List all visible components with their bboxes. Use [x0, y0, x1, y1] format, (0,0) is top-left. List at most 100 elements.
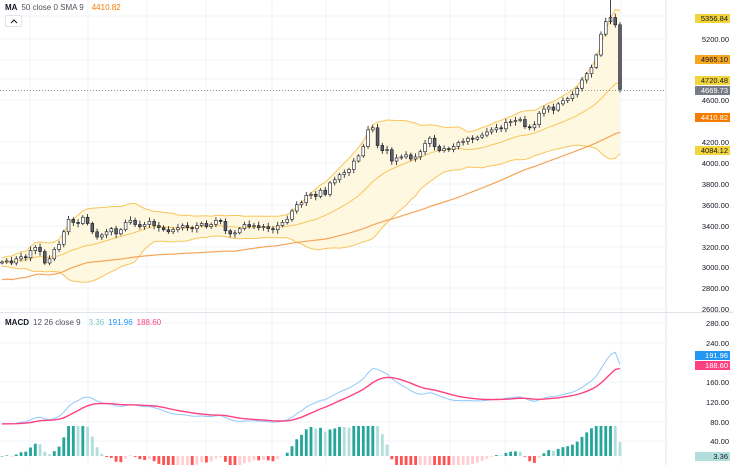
candle-body: [556, 103, 560, 111]
candle-body: [328, 182, 332, 195]
candle-body: [333, 179, 337, 184]
macd-histogram-bar: [347, 427, 351, 456]
macd-histogram-bar: [243, 456, 246, 464]
macd-histogram-bar: [547, 450, 551, 456]
candle-body: [565, 98, 570, 102]
candle-body: [19, 256, 23, 260]
macd-histogram-bar: [62, 437, 66, 456]
ma-legend[interactable]: MA 50 close 0 SMA 9 4410.82: [5, 3, 121, 12]
macd-histogram-bar: [38, 444, 42, 456]
candle-body: [537, 112, 541, 125]
macd-histogram-bar: [342, 427, 346, 456]
macd-histogram-bar: [138, 456, 142, 460]
candle-body: [161, 227, 166, 231]
candle-body: [399, 156, 404, 159]
candle-body: [261, 226, 266, 228]
candle-body: [589, 67, 594, 75]
macd-histogram-bar: [399, 456, 403, 465]
macd-histogram-bar: [71, 426, 75, 456]
bollinger-basis-line: [1, 81, 621, 263]
bollinger-band-fill: [2, 9, 620, 283]
axis-tick-label: 240.00: [706, 339, 729, 348]
candle-body: [466, 137, 470, 142]
candle-body: [604, 21, 608, 35]
macd-histogram-bar: [295, 439, 299, 456]
candle-body: [428, 137, 432, 144]
candle-body: [57, 243, 61, 250]
candle-body: [114, 228, 118, 235]
candle-body: [404, 154, 408, 158]
candle-body: [523, 119, 527, 128]
macd-legend-name: MACD: [5, 318, 29, 327]
macd-legend-params: 12 26 close 9: [33, 318, 81, 327]
macd-histogram-bar: [157, 456, 161, 464]
candle-body: [95, 231, 99, 238]
macd-histogram-bar: [100, 453, 104, 456]
macd-histogram-bar: [575, 441, 579, 456]
axis-price-tag: 3.36: [695, 452, 730, 461]
macd-histogram-bar: [119, 456, 123, 463]
candle-body: [185, 225, 190, 228]
macd-legend[interactable]: MACD 12 26 close 9 3.36 191.96 188.60: [5, 318, 161, 327]
macd-histogram-bar: [238, 456, 242, 465]
candle-body: [423, 143, 427, 153]
candle-body: [76, 222, 80, 224]
collapse-legend-button[interactable]: [5, 15, 22, 27]
axis-price-tag: 188.60: [695, 361, 730, 370]
macd-histogram-bar: [190, 456, 194, 465]
axis-tick-label: 3800.00: [701, 180, 729, 189]
macd-histogram-bar: [166, 456, 170, 465]
macd-histogram-bar: [518, 451, 522, 456]
axis-price-tag: 4084.12: [695, 146, 730, 155]
candle-body: [104, 231, 109, 236]
candle-body: [62, 231, 66, 245]
macd-histogram-bar: [171, 456, 175, 465]
macd-histogram-bar: [418, 456, 422, 465]
macd-histogram-bar: [566, 446, 570, 456]
candle-body: [323, 189, 327, 195]
macd-histogram-bar: [475, 456, 479, 463]
candle-body: [52, 249, 57, 260]
macd-histogram-bar: [533, 456, 536, 463]
macd-histogram-bar: [499, 455, 503, 456]
macd-histogram-bar: [162, 456, 166, 465]
macd-histogram-bar: [5, 455, 9, 456]
macd-histogram-bar: [423, 456, 427, 465]
candle-body: [147, 221, 152, 225]
candle-body: [618, 24, 622, 90]
candle-body: [195, 225, 199, 229]
candle-body: [81, 216, 85, 224]
macd-histogram-bar: [14, 454, 18, 456]
candle-body: [594, 54, 598, 68]
candle-body: [90, 223, 95, 233]
candle-body: [271, 228, 275, 231]
axis-tick-label: 2600.00: [701, 305, 729, 314]
macd-histogram-bar: [76, 426, 80, 456]
macd-histogram-bar: [414, 456, 418, 465]
candle-body: [38, 247, 42, 252]
macd-histogram-bar: [185, 456, 189, 465]
macd-histogram-bar: [376, 426, 379, 456]
candle-body: [204, 223, 209, 227]
axis-tick-label: 3000.00: [701, 263, 729, 272]
candle-body: [190, 227, 194, 229]
candle-body: [418, 151, 423, 158]
candle-body: [527, 126, 532, 129]
macd-histogram-bar: [333, 428, 337, 456]
macd-histogram-bar: [224, 456, 227, 462]
macd-histogram-bar: [494, 455, 498, 456]
candle-body: [180, 225, 185, 228]
candle-body: [214, 220, 218, 225]
macd-histogram-bar: [176, 456, 180, 465]
macd-histogram-bar: [466, 456, 470, 465]
macd-histogram-bar: [433, 456, 437, 465]
candle-body: [123, 222, 128, 231]
candle-body: [209, 224, 213, 227]
macd-histogram-bar: [395, 456, 398, 465]
macd-histogram-bar: [24, 451, 28, 456]
macd-histogram-bar: [33, 443, 37, 456]
axis-tick-label: 120.00: [706, 398, 729, 407]
candle-body: [266, 226, 270, 229]
